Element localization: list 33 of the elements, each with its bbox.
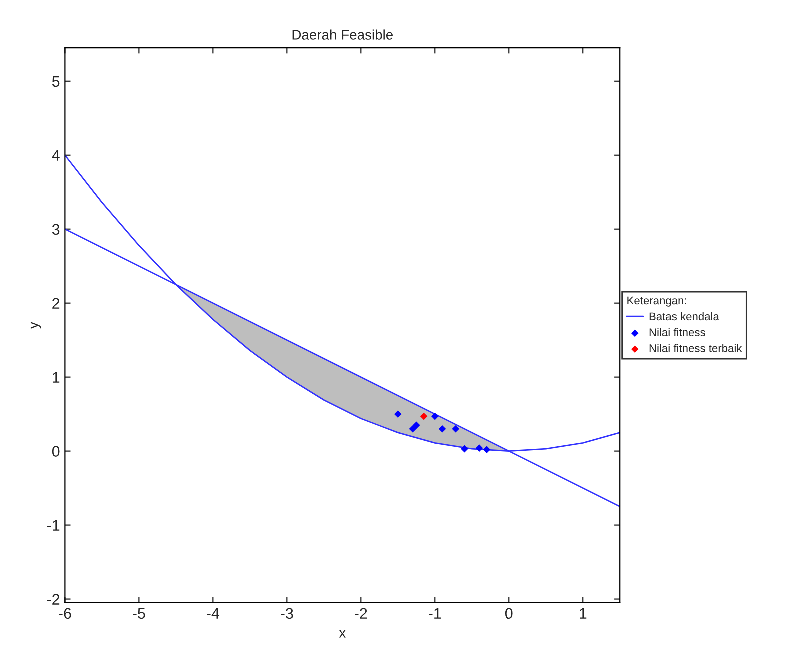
legend-label: Batas kendala xyxy=(650,312,720,321)
point xyxy=(483,446,491,454)
x-tick-label: -5 xyxy=(133,608,146,620)
legend-label: Nilai fitness terbaik xyxy=(650,344,742,352)
y-tick-label: -2 xyxy=(47,594,60,605)
legend-label: Nilai fitness xyxy=(650,328,706,336)
y-tick-label: 1 xyxy=(53,372,60,383)
x-tick-label: 1 xyxy=(580,608,587,619)
chart-title: Daerah Feasible xyxy=(292,30,393,40)
x-tick-label: -3 xyxy=(281,608,294,620)
y-tick-label: 4 xyxy=(52,150,60,161)
point xyxy=(409,425,417,433)
x-tick-label: 0 xyxy=(505,608,513,620)
point xyxy=(461,445,468,453)
point xyxy=(476,444,484,452)
point xyxy=(420,412,428,420)
x-tick-label: -4 xyxy=(207,608,220,619)
y-tick-label: -1 xyxy=(47,520,60,531)
y-tick-label: 0 xyxy=(52,446,60,458)
point xyxy=(394,410,402,418)
y-tick-label: 2 xyxy=(52,298,60,309)
y-axis-title: y xyxy=(30,322,42,329)
y-tick-label: 3 xyxy=(52,224,60,236)
x-tick-label: -6 xyxy=(59,608,72,620)
point xyxy=(431,412,439,420)
legend-title: Keterangan: xyxy=(628,296,686,307)
point xyxy=(412,422,420,430)
x-axis-title: x xyxy=(339,630,346,638)
x-tick-label: -1 xyxy=(429,608,442,619)
x-tick-label: -2 xyxy=(355,608,368,619)
point xyxy=(452,425,460,433)
y-tick-label: 5 xyxy=(52,76,60,88)
point xyxy=(438,425,446,433)
